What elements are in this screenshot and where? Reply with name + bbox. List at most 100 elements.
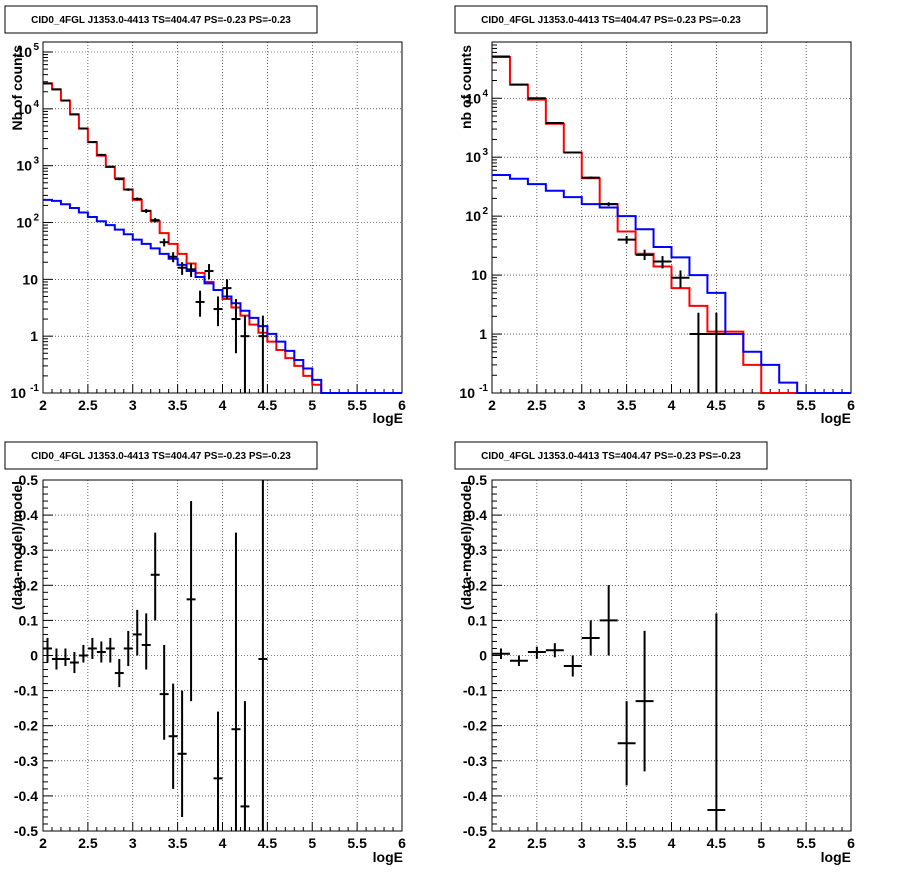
y-tick-exponent: 5: [33, 42, 39, 53]
data-point: [96, 153, 106, 156]
x-tick-label: 3: [129, 835, 137, 851]
data-point: [105, 637, 115, 663]
y-tick-exponent: 3: [33, 156, 39, 167]
data-point: [563, 151, 582, 154]
data-point: [527, 97, 546, 100]
data-point: [581, 620, 600, 656]
panel-title-box: [454, 441, 768, 470]
y-tick-label: 10: [22, 271, 38, 287]
data-point: [51, 88, 61, 91]
panel-counts-right: CID0_4FGL J1353.0-4413 TS=404.47 PS=-0.2…: [454, 5, 855, 426]
data-point: [240, 315, 250, 393]
data-point: [43, 82, 52, 85]
x-tick-label: 5: [757, 397, 765, 413]
data-point: [87, 141, 97, 144]
y-tick-label: 0: [30, 648, 38, 664]
y-tick-exponent: 2: [482, 206, 488, 217]
x-tick-label: 4: [219, 835, 227, 851]
x-tick-label: 3: [578, 835, 586, 851]
y-tick-label: 0.1: [19, 612, 39, 628]
data-point: [563, 655, 582, 677]
data-point: [231, 532, 241, 831]
panel-title-box: [4, 5, 318, 34]
data-point: [51, 648, 61, 670]
x-tick-label: 5.5: [796, 835, 816, 851]
plot-frame: [491, 479, 852, 832]
y-tick-label: 0.4: [468, 507, 488, 523]
x-tick-label: 4.5: [707, 397, 727, 413]
panel-counts-left: CID0_4FGL J1353.0-4413 TS=404.47 PS=-0.2…: [4, 5, 406, 426]
data-point: [141, 613, 151, 670]
x-tick-label: 5.5: [796, 397, 816, 413]
data-point: [240, 701, 250, 831]
panel-residual-right: CID0_4FGL J1353.0-4413 TS=404.47 PS=-0.2…: [454, 441, 855, 865]
x-axis-label: logE: [821, 410, 851, 426]
data-point: [509, 655, 528, 667]
model-source-line: [43, 198, 402, 394]
data-point: [213, 296, 223, 327]
data-point: [87, 637, 97, 660]
x-tick-label: 4: [668, 397, 676, 413]
x-tick-label: 4: [668, 835, 676, 851]
data-point: [78, 127, 88, 130]
panel-title: CID0_4FGL J1353.0-4413 TS=404.47 PS=-0.2…: [481, 15, 741, 26]
data-point: [114, 659, 124, 688]
x-tick-label: 5: [757, 835, 765, 851]
x-tick-label: 2: [488, 835, 496, 851]
x-tick-label: 3.5: [617, 835, 637, 851]
data-point: [168, 252, 178, 263]
x-tick-label: 3.5: [168, 835, 188, 851]
y-axis-label: nb of counts: [458, 45, 474, 129]
y-tick-label: 10: [459, 385, 475, 401]
data-point: [635, 249, 654, 261]
y-tick-exponent: 4: [482, 88, 488, 99]
x-tick-label: 6: [847, 397, 855, 413]
y-tick-label: -0.5: [14, 823, 38, 839]
data-point: [186, 501, 196, 702]
x-tick-label: 5: [308, 835, 316, 851]
data-point: [545, 122, 564, 125]
data-point: [617, 236, 636, 244]
y-tick-label: 10: [16, 215, 32, 231]
x-tick-label: 2: [39, 835, 47, 851]
x-tick-label: 6: [847, 835, 855, 851]
x-tick-label: 2.5: [78, 835, 98, 851]
x-tick-label: 2.5: [78, 397, 98, 413]
y-tick-label: 10: [16, 44, 32, 60]
y-tick-exponent: -1: [479, 383, 488, 394]
data-point: [545, 643, 564, 658]
y-tick-label: 0.3: [19, 542, 39, 558]
y-tick-exponent: 2: [33, 213, 39, 224]
y-tick-label: 0.3: [468, 542, 488, 558]
y-tick-label: 10: [465, 208, 481, 224]
data-point: [258, 480, 268, 831]
data-point: [671, 270, 690, 288]
y-tick-label: 0.2: [468, 577, 488, 593]
data-point: [635, 630, 654, 772]
data-point: [492, 55, 510, 58]
data-point: [150, 218, 160, 223]
x-tick-label: 5.5: [347, 397, 367, 413]
data-point: [707, 613, 726, 831]
y-tick-label: 10: [465, 149, 481, 165]
data-point: [653, 256, 672, 269]
data-point: [213, 711, 223, 831]
panel-title: CID0_4FGL J1353.0-4413 TS=404.47 PS=-0.2…: [31, 451, 291, 462]
panel-title-box: [454, 5, 768, 34]
data-point: [177, 262, 187, 275]
data-point: [123, 188, 133, 191]
data-point: [617, 701, 636, 786]
y-tick-label: 10: [16, 101, 32, 117]
y-tick-label: 0.5: [19, 472, 39, 488]
y-tick-label: -0.2: [463, 718, 487, 734]
x-tick-label: 3.5: [617, 397, 637, 413]
data-point: [707, 312, 726, 393]
data-point: [43, 637, 52, 663]
y-tick-label: 0: [479, 648, 487, 664]
x-tick-label: 5.5: [347, 835, 367, 851]
data-point: [159, 238, 169, 247]
data-point: [509, 83, 528, 86]
y-tick-label: 10: [16, 158, 32, 174]
x-tick-label: 4.5: [258, 835, 278, 851]
